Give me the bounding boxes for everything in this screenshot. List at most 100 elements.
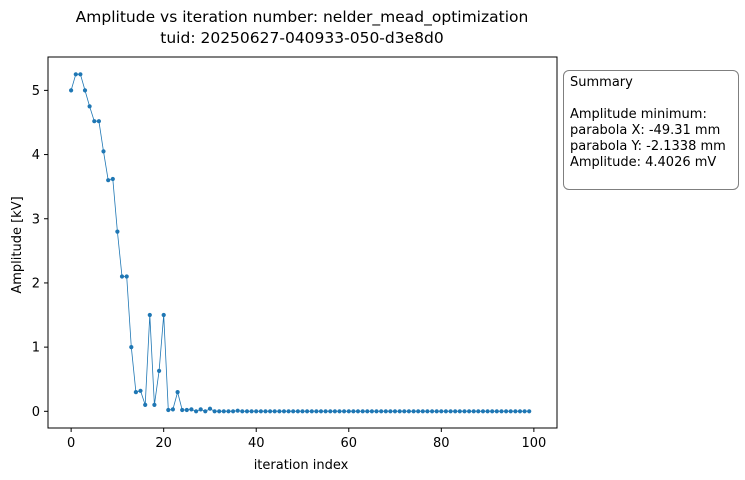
data-point xyxy=(425,409,430,414)
data-point xyxy=(416,409,421,414)
data-point xyxy=(471,409,476,414)
data-point xyxy=(323,409,328,414)
data-point xyxy=(92,119,97,124)
data-point xyxy=(106,178,111,183)
y-tick-label: 0 xyxy=(32,405,40,420)
data-point xyxy=(101,149,106,154)
data-point xyxy=(147,312,152,318)
data-point xyxy=(517,409,523,414)
data-point xyxy=(277,409,282,414)
data-point xyxy=(346,409,351,414)
data-point xyxy=(119,274,125,279)
summary-line: parabola X: -49.31 mm xyxy=(570,123,721,138)
data-point xyxy=(286,409,291,414)
y-tick-label: 4 xyxy=(32,148,40,163)
data-point xyxy=(295,409,300,414)
summary-spacer xyxy=(570,91,732,107)
summary-line: Amplitude: 4.4026 mV xyxy=(570,155,717,170)
data-point xyxy=(365,409,370,414)
data-point xyxy=(305,409,310,414)
data-point xyxy=(138,388,143,393)
data-point xyxy=(96,119,101,124)
data-point xyxy=(268,409,273,414)
data-point xyxy=(342,409,347,414)
y-tick-label: 5 xyxy=(32,84,40,99)
data-point xyxy=(439,409,444,414)
x-tick-label: 80 xyxy=(433,436,450,451)
data-point xyxy=(462,409,467,414)
y-tick-label: 1 xyxy=(32,341,40,356)
data-point xyxy=(476,409,481,414)
data-point xyxy=(129,345,134,350)
data-point xyxy=(240,409,245,414)
data-point xyxy=(328,409,333,414)
data-point xyxy=(332,409,337,414)
data-point xyxy=(221,409,226,414)
data-point xyxy=(467,409,472,414)
plot-frame xyxy=(47,56,558,429)
data-point xyxy=(194,409,199,414)
data-point xyxy=(499,409,504,414)
data-point xyxy=(300,409,305,414)
data-point xyxy=(226,409,231,414)
data-point xyxy=(411,409,416,414)
data-point xyxy=(212,409,217,414)
data-point xyxy=(485,409,490,414)
y-axis-label: Amplitude [kV] xyxy=(10,196,25,293)
data-point xyxy=(318,409,324,414)
data-point xyxy=(457,409,462,414)
data-point xyxy=(166,407,171,413)
data-point xyxy=(388,409,393,414)
data-point xyxy=(198,407,203,412)
data-point xyxy=(189,407,194,412)
x-tick-label: 60 xyxy=(340,436,357,451)
data-point xyxy=(258,409,263,414)
data-point xyxy=(406,409,411,414)
data-point xyxy=(392,409,398,414)
x-tick-label: 100 xyxy=(521,436,546,451)
data-point xyxy=(152,402,157,407)
data-point xyxy=(314,409,319,414)
data-point xyxy=(244,409,250,414)
data-point xyxy=(87,104,92,109)
data-point xyxy=(504,409,509,414)
summary-heading: Summary xyxy=(570,75,633,90)
data-point xyxy=(309,409,314,414)
data-point xyxy=(272,409,277,414)
data-point xyxy=(249,409,254,414)
data-point xyxy=(82,88,88,93)
data-point xyxy=(170,407,175,412)
data-point xyxy=(217,409,222,414)
data-point xyxy=(490,409,495,414)
y-tick-label: 2 xyxy=(32,276,40,291)
data-point xyxy=(513,409,518,414)
data-point xyxy=(124,274,129,279)
data-point xyxy=(494,409,499,414)
data-point xyxy=(157,368,162,373)
data-point xyxy=(374,409,379,414)
data-point xyxy=(203,409,208,414)
data-point xyxy=(231,409,236,414)
data-point xyxy=(184,407,189,413)
chart-subtitle: tuid: 20250627-040933-050-d3e8d0 xyxy=(160,29,444,47)
data-point xyxy=(115,229,120,234)
x-tick-label: 20 xyxy=(155,436,172,451)
series-line xyxy=(70,73,530,412)
data-point xyxy=(430,409,435,414)
data-point xyxy=(337,409,342,414)
data-point xyxy=(360,409,365,414)
data-point xyxy=(281,409,287,414)
summary-line: Amplitude minimum: xyxy=(570,107,707,122)
x-tick-label: 0 xyxy=(67,436,75,451)
data-point xyxy=(254,409,259,414)
data-point xyxy=(263,409,268,414)
data-point xyxy=(508,409,513,414)
data-point xyxy=(402,409,407,414)
x-axis-label: iteration index xyxy=(254,458,349,473)
data-point xyxy=(383,409,388,414)
chart-title: Amplitude vs iteration number: nelder_me… xyxy=(75,8,529,26)
data-point xyxy=(369,409,374,414)
data-point xyxy=(73,72,78,77)
data-point xyxy=(143,402,148,407)
